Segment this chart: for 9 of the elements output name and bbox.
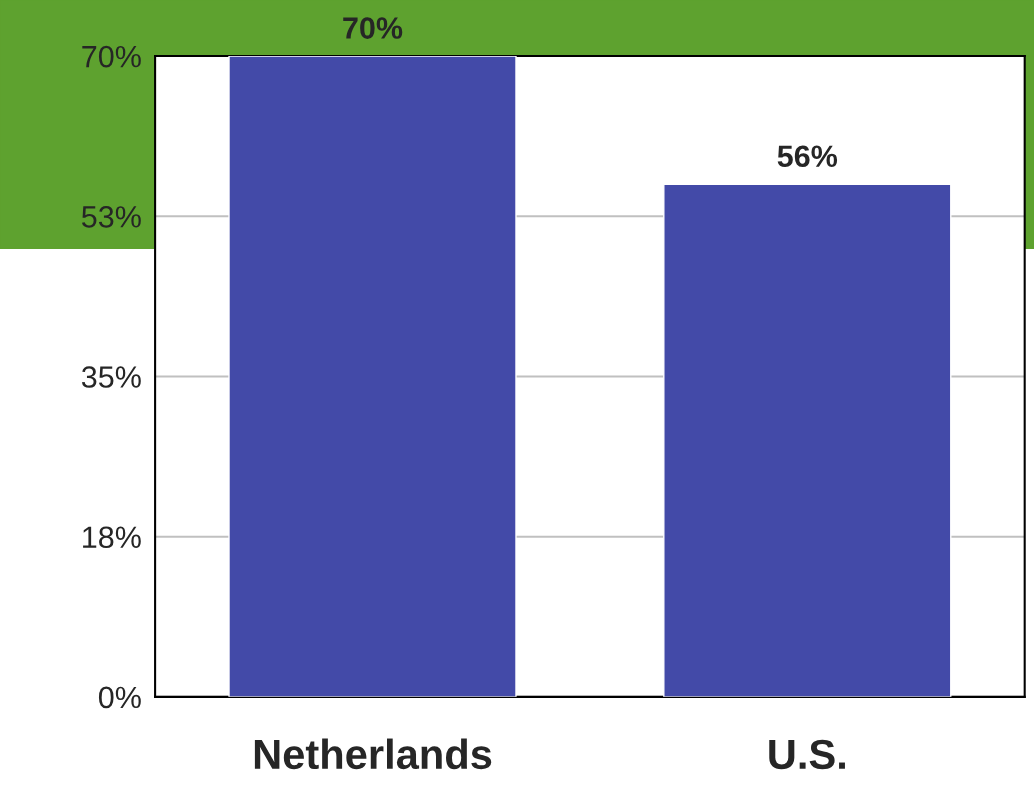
data-label: 56% — [777, 145, 838, 168]
y-tick-label: 53% — [81, 206, 141, 228]
y-tick-label: 18% — [83, 526, 141, 549]
y-tick-label: 70% — [82, 45, 141, 68]
x-tick-label: Netherlands — [254, 738, 492, 770]
y-tick-label: 35% — [81, 366, 141, 388]
y-tick-label: 0% — [98, 686, 141, 709]
data-label: 70% — [343, 17, 403, 39]
x-tick-label: U.S. — [769, 739, 845, 770]
